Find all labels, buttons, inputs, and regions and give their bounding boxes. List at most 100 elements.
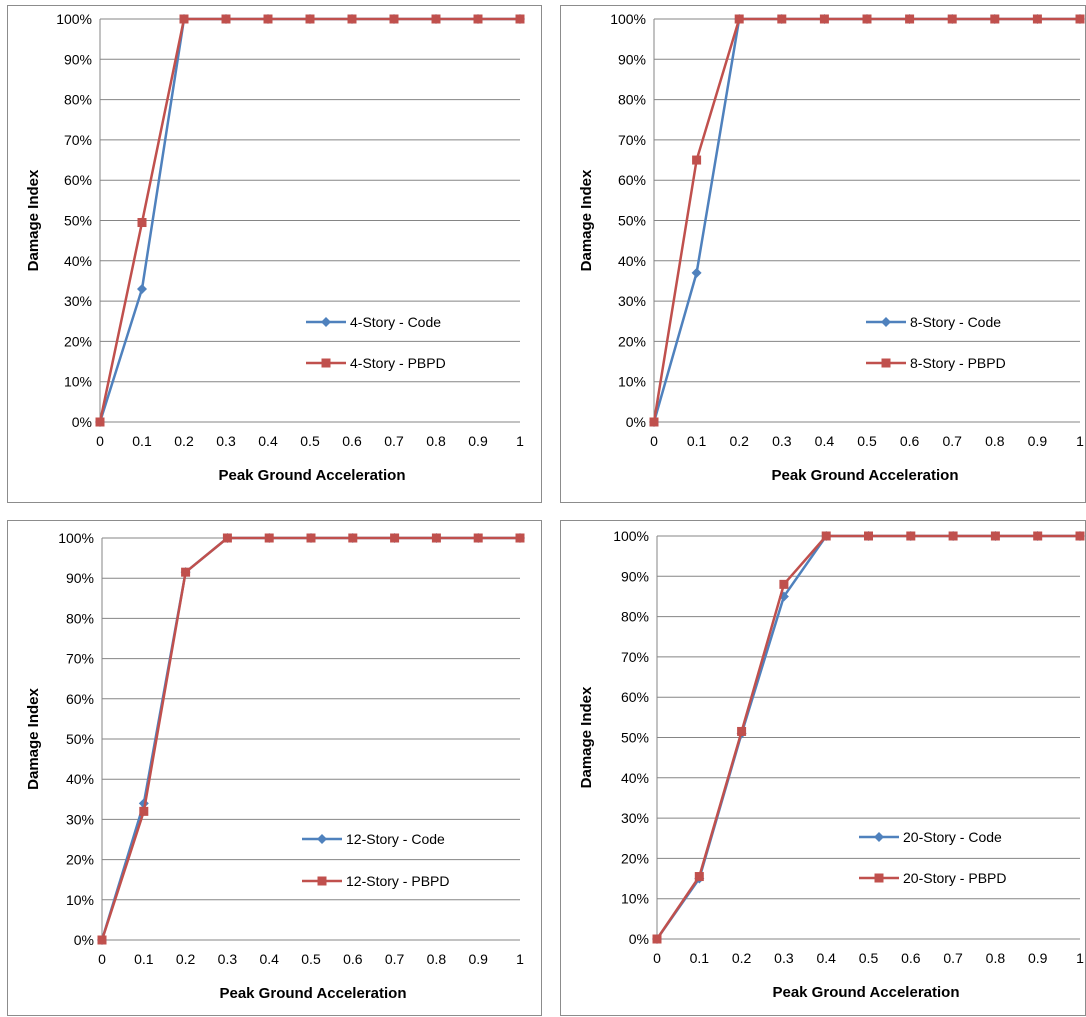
x-tick-label-4-story: 0.7 bbox=[384, 433, 404, 449]
y-tick-label-20-story: 70% bbox=[621, 649, 649, 665]
y-tick-label-12-story: 40% bbox=[66, 771, 94, 787]
data-point-4-story-1 bbox=[473, 14, 483, 24]
data-point-12-story-1 bbox=[390, 533, 400, 543]
y-tick-label-20-story: 80% bbox=[621, 609, 649, 625]
x-tick-label-20-story: 0.1 bbox=[690, 950, 710, 966]
x-tick-label-12-story: 0.1 bbox=[134, 951, 154, 967]
data-point-4-story-0 bbox=[137, 284, 147, 295]
legend-marker-8-story-0 bbox=[881, 317, 891, 327]
y-tick-label-12-story: 10% bbox=[66, 892, 94, 908]
x-tick-label-4-story: 1 bbox=[516, 433, 524, 449]
data-point-4-story-1 bbox=[221, 14, 231, 24]
y-tick-label-4-story: 50% bbox=[64, 213, 92, 229]
y-tick-label-4-story: 0% bbox=[72, 414, 92, 430]
chart-svg-8-story: 0% 10% 20% 30% 40% 50% 60% 70% 80% 90% 100% 0 0.1 0.2… bbox=[578, 11, 1085, 484]
x-tick-label-20-story: 0.3 bbox=[774, 950, 794, 966]
y-tick-label-8-story: 20% bbox=[618, 333, 646, 349]
data-point-12-story-1 bbox=[515, 533, 525, 543]
legend-label-12-story-0: 12-Story - Code bbox=[346, 831, 445, 847]
x-tick-label-12-story: 0.7 bbox=[385, 951, 405, 967]
data-point-20-story-1 bbox=[1075, 531, 1085, 541]
x-tick-label-8-story: 0.5 bbox=[857, 433, 877, 449]
x-tick-label-12-story: 0.5 bbox=[301, 951, 321, 967]
x-tick-label-20-story: 0.6 bbox=[901, 950, 921, 966]
y-tick-label-12-story: 100% bbox=[58, 530, 94, 546]
x-tick-label-4-story: 0.3 bbox=[216, 433, 236, 449]
data-point-12-story-1 bbox=[97, 935, 107, 945]
data-point-8-story-1 bbox=[1075, 14, 1085, 24]
x-axis-title-20-story: Peak Ground Acceleration bbox=[772, 984, 959, 1001]
x-tick-label-4-story: 0.5 bbox=[300, 433, 320, 449]
data-point-8-story-0 bbox=[691, 267, 702, 278]
y-tick-label-4-story: 20% bbox=[64, 333, 92, 349]
y-tick-label-4-story: 90% bbox=[64, 51, 92, 67]
y-tick-label-8-story: 0% bbox=[626, 414, 646, 430]
data-point-20-story-1 bbox=[821, 531, 831, 541]
y-tick-label-20-story: 60% bbox=[621, 689, 649, 705]
chart-svg-12-story: 0% 10% 20% 30% 40% 50% 60% 70% 80% 90% 100% 0 0.1 0.2… bbox=[25, 530, 525, 1002]
x-tick-label-8-story: 0.1 bbox=[687, 433, 707, 449]
data-point-8-story-1 bbox=[905, 14, 915, 24]
legend-marker-20-story-0 bbox=[874, 832, 884, 842]
legend-marker-20-story-1 bbox=[874, 873, 884, 883]
y-tick-label-4-story: 80% bbox=[64, 92, 92, 108]
x-axis-title-8-story: Peak Ground Acceleration bbox=[771, 467, 958, 484]
x-tick-label-8-story: 0.3 bbox=[772, 433, 792, 449]
data-point-20-story-1 bbox=[948, 531, 958, 541]
x-tick-label-4-story: 0.4 bbox=[258, 433, 278, 449]
y-tick-label-12-story: 50% bbox=[66, 731, 94, 747]
y-tick-label-8-story: 70% bbox=[618, 132, 646, 148]
data-point-4-story-1 bbox=[179, 14, 189, 24]
y-tick-label-12-story: 30% bbox=[66, 811, 94, 827]
data-point-4-story-1 bbox=[515, 14, 525, 24]
y-tick-label-8-story: 80% bbox=[618, 92, 646, 108]
data-point-12-story-1 bbox=[431, 533, 441, 543]
x-tick-label-8-story: 0.7 bbox=[942, 433, 962, 449]
x-tick-label-20-story: 0.9 bbox=[1028, 950, 1048, 966]
y-tick-label-4-story: 40% bbox=[64, 253, 92, 269]
data-point-12-story-1 bbox=[473, 533, 483, 543]
data-point-20-story-1 bbox=[906, 531, 916, 541]
data-point-8-story-1 bbox=[990, 14, 1000, 24]
y-axis-title-12-story: Damage Index bbox=[25, 687, 42, 789]
y-tick-label-20-story: 0% bbox=[629, 931, 649, 947]
y-tick-label-20-story: 50% bbox=[621, 730, 649, 746]
x-tick-label-20-story: 0.8 bbox=[986, 950, 1006, 966]
data-point-8-story-1 bbox=[862, 14, 872, 24]
y-tick-label-8-story: 100% bbox=[610, 11, 646, 27]
legend-label-20-story-0: 20-Story - Code bbox=[903, 829, 1002, 845]
legend-label-12-story-1: 12-Story - PBPD bbox=[346, 873, 449, 889]
y-tick-label-12-story: 20% bbox=[66, 852, 94, 868]
legend-label-8-story-1: 8-Story - PBPD bbox=[910, 355, 1006, 371]
y-tick-label-4-story: 70% bbox=[64, 132, 92, 148]
y-axis-title-8-story: Damage Index bbox=[578, 169, 595, 271]
y-tick-label-4-story: 100% bbox=[56, 11, 92, 27]
data-point-20-story-1 bbox=[652, 934, 662, 944]
legend-label-8-story-0: 8-Story - Code bbox=[910, 314, 1001, 330]
chart-panel-12-story: 0% 10% 20% 30% 40% 50% 60% 70% 80% 90% 100% 0 0.1 0.2… bbox=[7, 520, 542, 1016]
x-tick-label-4-story: 0.1 bbox=[132, 433, 152, 449]
data-point-4-story-1 bbox=[305, 14, 315, 24]
chart-panel-20-story: 0% 10% 20% 30% 40% 50% 60% 70% 80% 90% 100% 0 0.1 0.2… bbox=[560, 520, 1086, 1016]
data-point-8-story-1 bbox=[947, 14, 957, 24]
x-tick-label-4-story: 0.2 bbox=[174, 433, 194, 449]
x-tick-label-4-story: 0.6 bbox=[342, 433, 362, 449]
x-tick-label-8-story: 1 bbox=[1076, 433, 1084, 449]
y-tick-label-20-story: 20% bbox=[621, 850, 649, 866]
data-point-4-story-1 bbox=[389, 14, 399, 24]
data-point-12-story-1 bbox=[348, 533, 358, 543]
y-tick-label-20-story: 90% bbox=[621, 568, 649, 584]
x-tick-label-12-story: 0.8 bbox=[427, 951, 447, 967]
x-tick-label-8-story: 0.4 bbox=[815, 433, 835, 449]
legend-marker-4-story-1 bbox=[321, 358, 331, 368]
data-point-4-story-1 bbox=[431, 14, 441, 24]
data-point-12-story-1 bbox=[181, 567, 191, 577]
data-point-8-story-1 bbox=[1032, 14, 1042, 24]
data-point-4-story-1 bbox=[137, 218, 147, 228]
y-tick-label-12-story: 90% bbox=[66, 570, 94, 586]
x-tick-label-8-story: 0.8 bbox=[985, 433, 1005, 449]
y-tick-label-20-story: 30% bbox=[621, 810, 649, 826]
x-tick-label-20-story: 0 bbox=[653, 950, 661, 966]
y-tick-label-12-story: 0% bbox=[74, 932, 94, 948]
x-tick-label-12-story: 0.4 bbox=[259, 951, 279, 967]
